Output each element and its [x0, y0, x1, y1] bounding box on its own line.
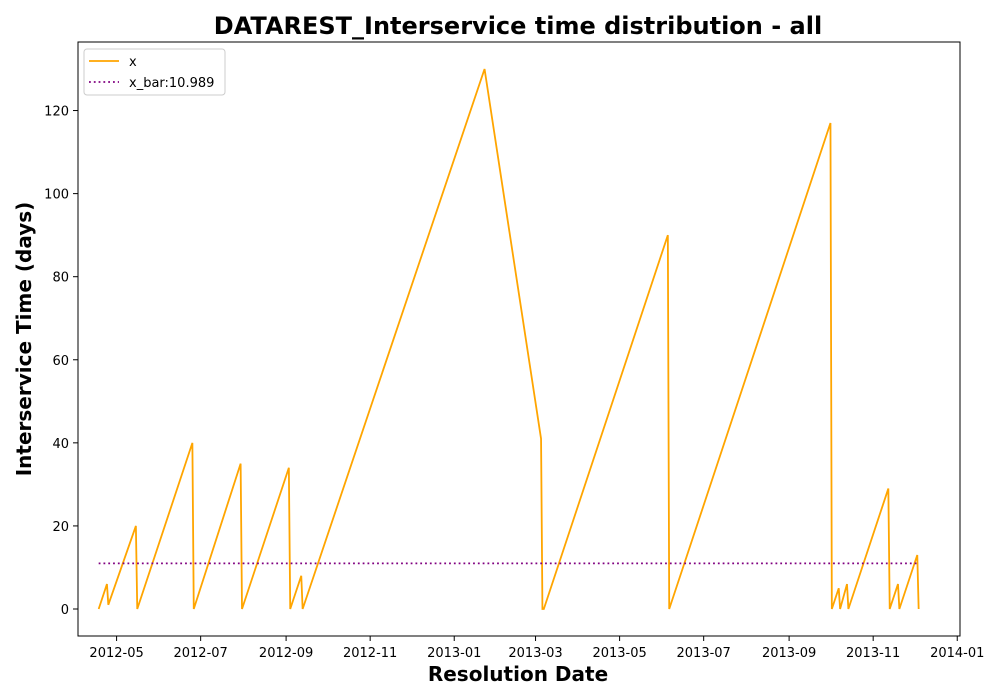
x-tick-label: 2013-11 — [846, 646, 900, 661]
series-layer — [97, 68, 920, 610]
chart-title: DATAREST_Interservice time distribution … — [214, 12, 822, 40]
y-axis-ticks: 0 20 40 60 80 100 120 — [44, 105, 78, 618]
y-tick-label: 40 — [52, 437, 69, 452]
y-tick-label: 100 — [44, 188, 69, 203]
y-tick-label: 0 — [61, 603, 69, 618]
plot-area — [77, 41, 961, 637]
x-tick-label: 2012-05 — [89, 646, 143, 661]
y-axis-label: Interservice Time (days) — [12, 202, 36, 477]
x-axis-ticks: 2012-05 2012-07 2012-09 2012-11 2013-01 2013-… — [89, 636, 984, 661]
x-tick-label: 2013-05 — [592, 646, 646, 661]
series-line-0 — [97, 68, 920, 610]
x-tick-label: 2012-11 — [343, 646, 397, 661]
y-tick-label: 80 — [52, 271, 69, 286]
legend-label-x: x — [129, 55, 137, 70]
x-tick-label: 2012-09 — [259, 646, 313, 661]
x-tick-label: 2013-07 — [677, 646, 731, 661]
x-tick-label: 2013-09 — [762, 646, 816, 661]
y-tick-label: 120 — [44, 105, 69, 120]
x-tick-label: 2014-01 — [930, 646, 984, 661]
legend: x x_bar:10.989 — [83, 48, 226, 96]
x-tick-label: 2012-07 — [173, 646, 227, 661]
legend-box — [83, 48, 226, 96]
x-tick-label: 2013-01 — [427, 646, 481, 661]
x-axis-label: Resolution Date — [428, 662, 608, 686]
legend-label-x-bar: x_bar:10.989 — [129, 76, 214, 91]
y-tick-label: 20 — [52, 520, 69, 535]
y-tick-label: 60 — [52, 354, 69, 369]
x-tick-label: 2013-03 — [508, 646, 562, 661]
